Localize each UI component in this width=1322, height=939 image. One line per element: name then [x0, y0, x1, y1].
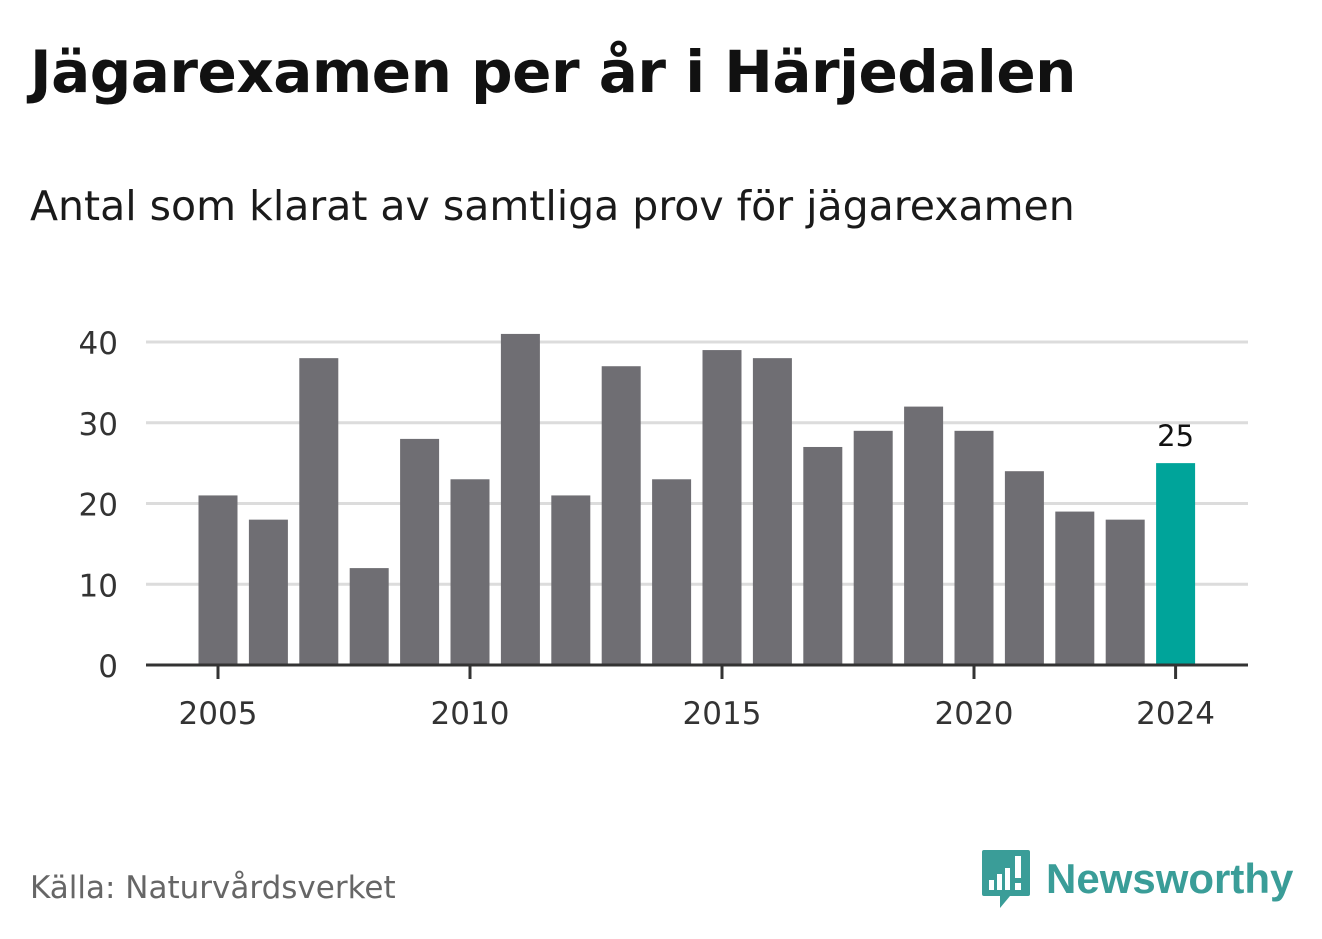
bar-2005: [198, 495, 238, 665]
newsworthy-logo-icon: [982, 850, 1030, 908]
axes: [146, 663, 1248, 679]
bar-2012: [551, 495, 591, 665]
bar-2016: [752, 358, 792, 665]
bar-2019: [904, 406, 944, 665]
bar-2020: [954, 430, 994, 665]
bar-2014: [652, 479, 692, 665]
y-tick-label: 10: [79, 568, 118, 604]
bars: [198, 333, 1196, 665]
x-tick-label: 2020: [935, 696, 1014, 732]
chart-title: Jägarexamen per år i Härjedalen: [30, 38, 1076, 106]
y-tick-label: 0: [98, 649, 118, 685]
y-tick-label: 20: [79, 488, 118, 524]
bar-2009: [400, 438, 440, 665]
x-tick-label: 2005: [179, 696, 258, 732]
bar-2023: [1105, 519, 1145, 665]
source-note: Källa: Naturvårdsverket: [30, 870, 396, 906]
chart-subtitle: Antal som klarat av samtliga prov för jä…: [30, 182, 1075, 230]
brand-name: Newsworthy: [1046, 855, 1294, 902]
bar-2021: [1004, 471, 1044, 665]
brand-logo: Newsworthy: [980, 848, 1293, 910]
bar-2011: [500, 333, 540, 665]
x-tick-label: 2015: [683, 696, 762, 732]
bar-2013: [601, 366, 641, 665]
bar-2024: [1156, 463, 1196, 665]
y-tick-label: 40: [79, 326, 118, 362]
bar-2022: [1055, 511, 1095, 665]
bar-2010: [450, 479, 490, 665]
bar-2007: [299, 358, 339, 665]
bar-2015: [702, 350, 742, 665]
bar-2008: [349, 568, 389, 665]
x-tick-label: 2010: [431, 696, 510, 732]
bar-2018: [853, 430, 893, 665]
data-label-2024: 25: [1157, 419, 1194, 453]
bar-2017: [803, 446, 843, 665]
x-tick-label: 2024: [1136, 696, 1215, 732]
y-tick-label: 30: [79, 407, 118, 443]
bar-2006: [248, 519, 288, 665]
labels: 0 10 20 30 40 25 2005 2010 2015 2020 2024: [79, 326, 1216, 732]
